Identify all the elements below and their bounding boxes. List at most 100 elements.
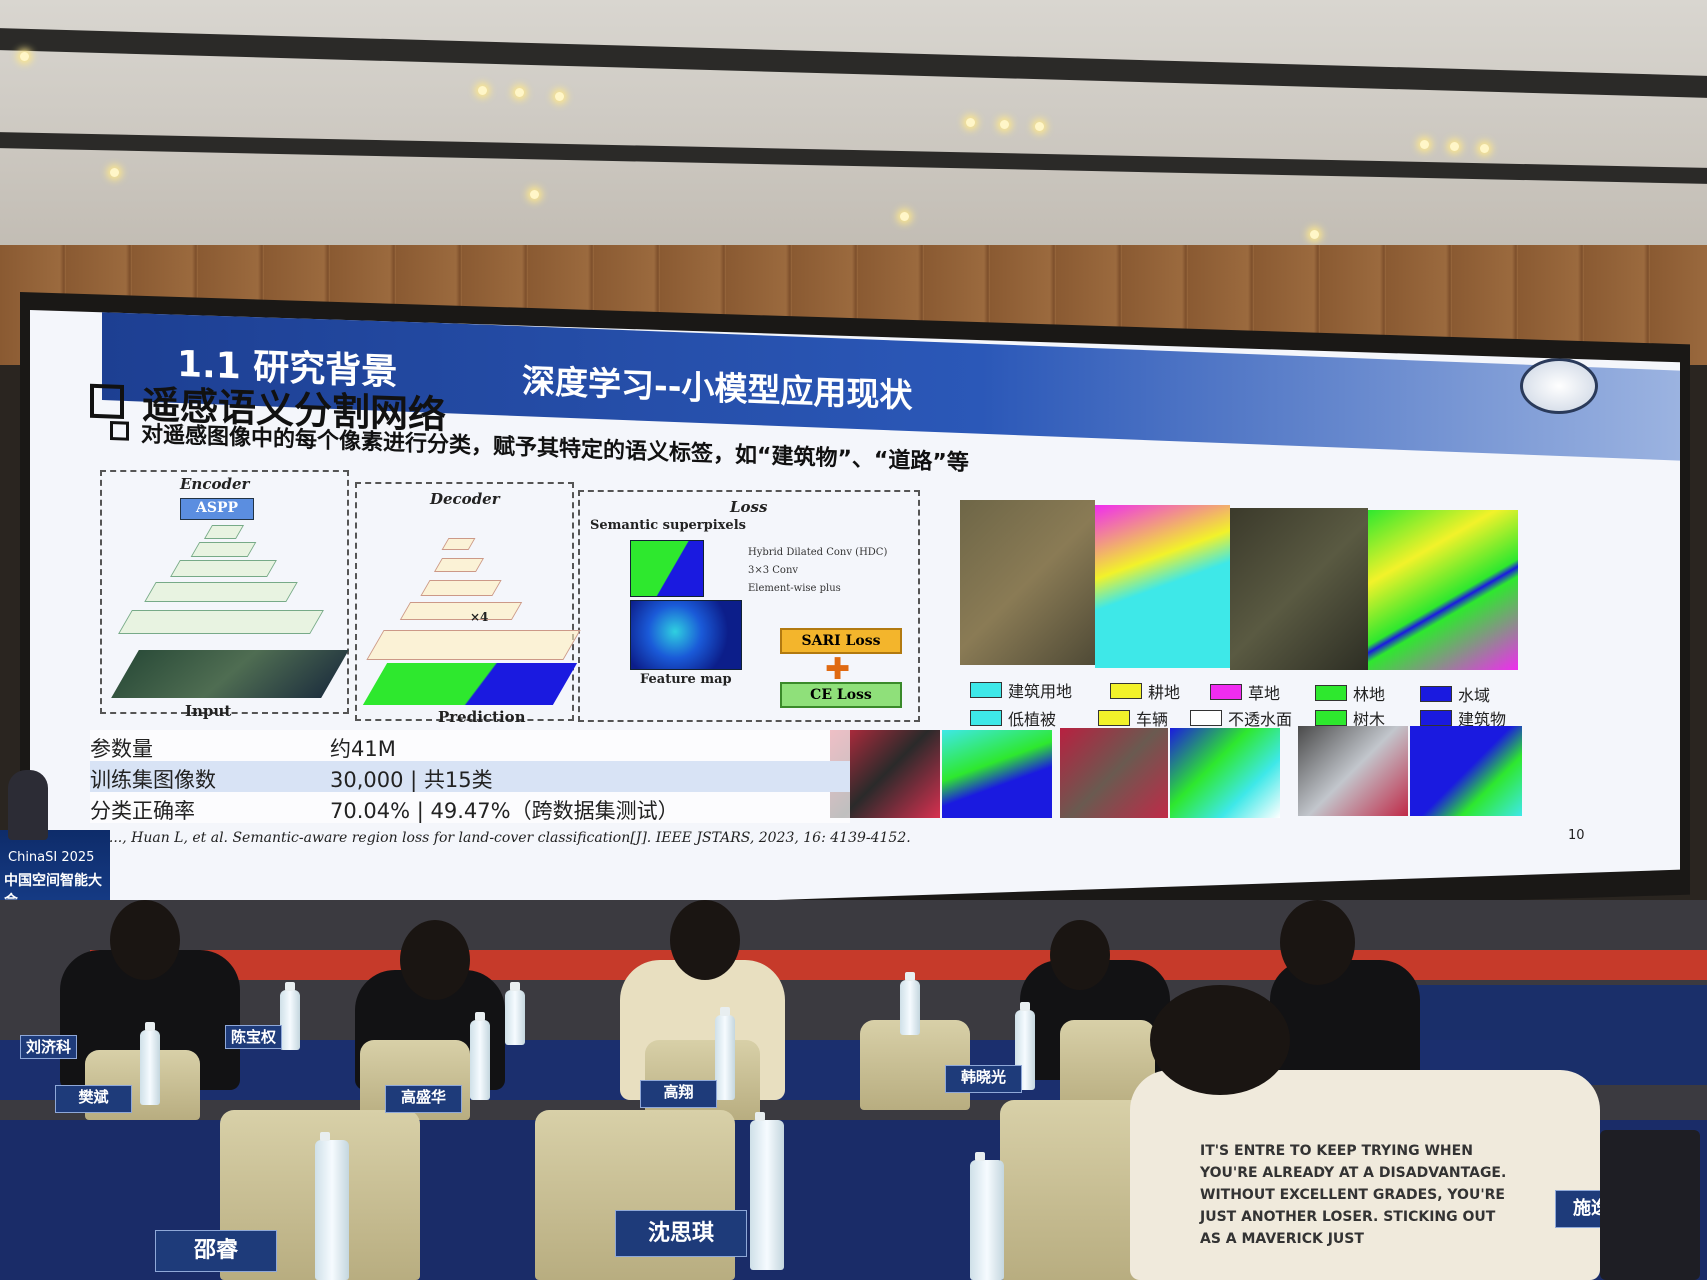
prediction-image bbox=[362, 663, 578, 705]
encoder-layer bbox=[190, 542, 257, 557]
water-bottle bbox=[470, 1012, 490, 1100]
encoder-label: Encoder bbox=[180, 475, 250, 493]
laptop bbox=[1600, 1130, 1700, 1280]
prediction-label: Prediction bbox=[438, 708, 526, 726]
decoder-label: Decoder bbox=[430, 490, 500, 508]
audience-head bbox=[1150, 985, 1290, 1095]
decoder-layer bbox=[399, 602, 523, 620]
ceiling-light bbox=[1480, 144, 1489, 153]
encoder-layer bbox=[144, 582, 298, 602]
legend-swatch bbox=[1210, 684, 1242, 700]
table-key: 分类正确率 bbox=[90, 799, 195, 823]
loss-label: Loss bbox=[730, 498, 768, 516]
legend-label: 不透水面 bbox=[1228, 710, 1293, 729]
university-logo bbox=[1520, 358, 1598, 414]
legend-swatch bbox=[1315, 710, 1347, 726]
ceiling-light bbox=[530, 190, 539, 199]
encoder-panel bbox=[100, 470, 349, 714]
ceiling-light bbox=[555, 92, 564, 101]
segmentation-map bbox=[1170, 728, 1280, 818]
audience-head bbox=[110, 900, 180, 980]
table-value: 约41M bbox=[330, 737, 396, 761]
checkbox-icon bbox=[110, 421, 129, 441]
nameplate: 樊斌 bbox=[55, 1085, 132, 1113]
segmentation-map bbox=[942, 730, 1052, 818]
table-row: 参数量 约41M bbox=[90, 730, 850, 761]
table-row: 训练集图像数 30,000 | 共15类 bbox=[90, 761, 850, 792]
water-bottle bbox=[750, 1112, 784, 1270]
superpixels-image bbox=[630, 540, 704, 597]
decoder-panel bbox=[355, 482, 574, 721]
shirt-text: IT'S ENTRE TO KEEP TRYING WHEN YOU'RE AL… bbox=[1200, 1143, 1507, 1247]
citation: X, ..., Huan L, et al. Semantic-aware re… bbox=[90, 830, 911, 846]
water-bottle bbox=[140, 1022, 160, 1105]
legend-hdc: Hybrid Dilated Conv (HDC) bbox=[748, 547, 888, 558]
nameplate: 高盛华 bbox=[385, 1085, 462, 1113]
legend-swatch bbox=[1315, 685, 1347, 701]
superpixels-label: Semantic superpixels bbox=[590, 518, 746, 533]
input-label: Input bbox=[185, 702, 232, 720]
audience-head bbox=[1280, 900, 1355, 985]
aspp-box: ASPP bbox=[180, 498, 254, 520]
segmentation-map bbox=[1410, 726, 1522, 816]
legend-conv: 3×3 Conv bbox=[748, 565, 799, 576]
legend-plus: Element-wise plus bbox=[748, 583, 841, 594]
ceiling-light bbox=[900, 212, 909, 221]
ceiling-light bbox=[1450, 142, 1459, 151]
legend-label: 水域 bbox=[1458, 686, 1491, 705]
projection-screen: 1.1 研究背景 深度学习--小模型应用现状 遥感语义分割网络 对遥感图像中的每… bbox=[30, 310, 1680, 925]
ceiling-light bbox=[1035, 122, 1044, 131]
satellite-image bbox=[1230, 508, 1368, 670]
audience-head bbox=[400, 920, 470, 1000]
decoder-layer bbox=[433, 558, 485, 572]
ceiling-light bbox=[110, 168, 119, 177]
ceiling-light bbox=[515, 88, 524, 97]
water-bottle bbox=[715, 1007, 735, 1100]
legend-label: 耕地 bbox=[1148, 683, 1181, 702]
ceiling-light bbox=[1310, 230, 1319, 239]
page-number: 10 bbox=[1568, 828, 1585, 843]
legend-swatch bbox=[1420, 686, 1452, 702]
event-en: ChinaSI 2025 bbox=[8, 850, 95, 865]
table-row: 分类正确率 70.04% | 49.47%（跨数据集测试） bbox=[90, 792, 850, 823]
title-topic: 深度学习--小模型应用现状 bbox=[522, 361, 913, 416]
ce-loss-box: CE Loss bbox=[780, 682, 902, 708]
ceiling-beam bbox=[0, 28, 1707, 98]
legend-label: 车辆 bbox=[1136, 710, 1169, 729]
loss-panel bbox=[578, 490, 920, 722]
decoder-layer bbox=[420, 580, 502, 596]
audience-member-shirt: IT'S ENTRE TO KEEP TRYING WHEN YOU'RE AL… bbox=[1130, 1070, 1600, 1280]
checkbox-icon bbox=[90, 383, 124, 419]
water-bottle bbox=[505, 982, 525, 1045]
feature-map-label: Feature map bbox=[640, 672, 732, 687]
nameplate: 刘济科 bbox=[20, 1035, 77, 1059]
encoder-layer bbox=[118, 610, 324, 634]
nameplate: 陈宝权 bbox=[225, 1025, 282, 1049]
ceiling bbox=[0, 0, 1707, 280]
legend-label: 建筑用地 bbox=[1008, 682, 1073, 701]
subheading-text: 对遥感图像中的每个像素进行分类，赋予其特定的语义标签，如“建筑物”、“道路”等 bbox=[141, 422, 969, 476]
legend-swatch bbox=[970, 682, 1002, 698]
segmentation-map bbox=[1368, 510, 1518, 670]
encoder-layer bbox=[170, 560, 277, 577]
nameplate: 韩晓光 bbox=[945, 1065, 1022, 1093]
speaker bbox=[8, 770, 48, 840]
legend-label: 低植被 bbox=[1008, 710, 1057, 729]
feature-map-image bbox=[630, 600, 742, 670]
decoder-layer bbox=[366, 630, 581, 660]
ceiling-light bbox=[1000, 120, 1009, 129]
input-image bbox=[111, 650, 349, 698]
table-key: 训练集图像数 bbox=[90, 768, 216, 792]
legend-swatch bbox=[1110, 683, 1142, 699]
ceiling-light bbox=[1420, 140, 1429, 149]
water-bottle bbox=[280, 982, 300, 1050]
table-value: 70.04% | 49.47%（跨数据集测试） bbox=[330, 799, 679, 823]
satellite-image bbox=[960, 500, 1095, 665]
legend-label: 树木 bbox=[1353, 710, 1386, 729]
nameplate: 邵睿 bbox=[155, 1230, 277, 1272]
stage-edge bbox=[90, 950, 1707, 980]
ceiling-light bbox=[20, 52, 29, 61]
legend-label: 林地 bbox=[1353, 685, 1386, 704]
legend-swatch bbox=[970, 710, 1002, 726]
x4-label: ×4 bbox=[470, 610, 489, 624]
